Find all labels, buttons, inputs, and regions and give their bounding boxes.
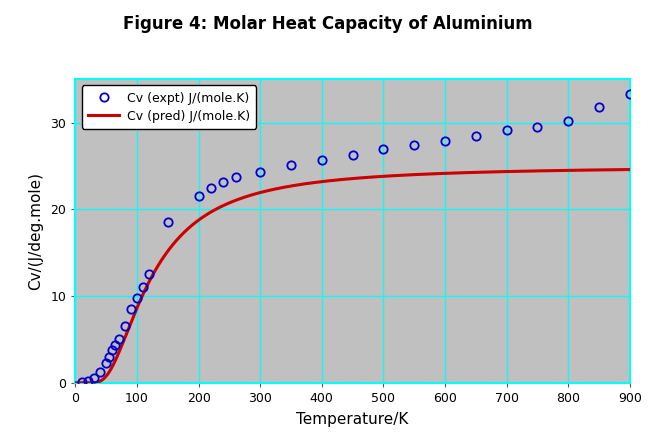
Cv (pred) J/(mole.K) [284, 184, 292, 189]
Cv (expt) J/(mole.K) [318, 157, 326, 162]
Cv (expt) J/(mole.K) [502, 127, 510, 132]
Cv (expt) J/(mole.K) [232, 175, 239, 180]
Cv (expt) J/(mole.K) [564, 118, 572, 124]
Cv (expt) J/(mole.K) [106, 354, 113, 359]
Text: Figure 4: Molar Heat Capacity of Aluminium: Figure 4: Molar Heat Capacity of Alumini… [123, 15, 533, 33]
Cv (expt) J/(mole.K) [115, 337, 123, 342]
Cv (expt) J/(mole.K) [349, 152, 357, 158]
Cv (pred) J/(mole.K) [168, 243, 176, 249]
X-axis label: Temperature/K: Temperature/K [297, 412, 409, 427]
Cv (expt) J/(mole.K) [533, 124, 541, 129]
Cv (pred) J/(mole.K) [555, 168, 563, 173]
Cv (pred) J/(mole.K) [308, 180, 316, 185]
Cv (pred) J/(mole.K) [615, 167, 623, 172]
Cv (expt) J/(mole.K) [96, 369, 104, 374]
Cv (expt) J/(mole.K) [472, 134, 480, 139]
Cv (expt) J/(mole.K) [90, 375, 98, 380]
Cv (expt) J/(mole.K) [84, 378, 92, 384]
Line: Cv (pred) J/(mole.K): Cv (pred) J/(mole.K) [76, 169, 630, 383]
Cv (expt) J/(mole.K) [626, 92, 634, 97]
Cv (expt) J/(mole.K) [127, 306, 135, 312]
Cv (expt) J/(mole.K) [595, 104, 603, 110]
Cv (expt) J/(mole.K) [77, 380, 85, 385]
Cv (expt) J/(mole.K) [121, 324, 129, 329]
Cv (expt) J/(mole.K) [139, 285, 147, 290]
Cv (expt) J/(mole.K) [146, 272, 154, 277]
Y-axis label: Cv/(J/deg.mole): Cv/(J/deg.mole) [29, 172, 43, 290]
Cv (expt) J/(mole.K) [164, 220, 172, 225]
Legend: Cv (expt) J/(mole.K), Cv (pred) J/(mole.K): Cv (expt) J/(mole.K), Cv (pred) J/(mole.… [82, 85, 256, 129]
Cv (expt) J/(mole.K) [287, 162, 295, 168]
Cv (expt) J/(mole.K) [108, 347, 116, 352]
Cv (pred) J/(mole.K) [626, 167, 634, 172]
Cv (expt) J/(mole.K) [133, 295, 141, 301]
Cv (expt) J/(mole.K) [256, 169, 264, 175]
Cv (expt) J/(mole.K) [112, 342, 119, 347]
Cv (expt) J/(mole.K) [410, 143, 418, 148]
Cv (expt) J/(mole.K) [441, 138, 449, 143]
Cv (expt) J/(mole.K) [102, 360, 110, 366]
Cv (expt) J/(mole.K) [379, 147, 387, 152]
Cv (pred) J/(mole.K) [135, 301, 143, 306]
Cv (expt) J/(mole.K) [207, 185, 215, 190]
Cv (expt) J/(mole.K) [195, 194, 203, 199]
Line: Cv (expt) J/(mole.K): Cv (expt) J/(mole.K) [77, 90, 634, 386]
Cv (expt) J/(mole.K) [219, 179, 227, 184]
